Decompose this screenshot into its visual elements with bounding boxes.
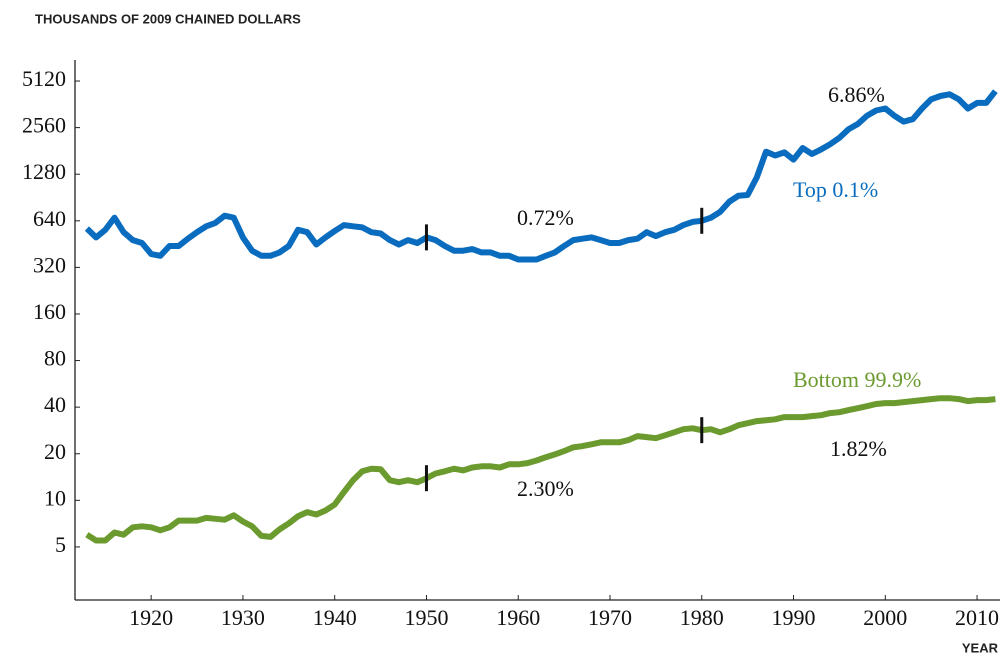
y-tick-label: 10 [44,485,66,510]
x-tick-label: 1960 [496,605,540,630]
x-axis-label: YEAR [962,640,999,655]
y-tick-label: 1280 [22,159,66,184]
series-line [85,395,996,544]
x-tick-label: 1920 [129,605,173,630]
x-tick-label: 2010 [955,605,999,630]
x-tick-label: 1980 [680,605,724,630]
annotation: 1.82% [830,436,887,461]
y-tick-label: 80 [44,346,66,371]
y-tick-label: 160 [33,299,66,324]
x-tick-label: 2000 [863,605,907,630]
x-tick-label: 1970 [588,605,632,630]
y-tick-label: 320 [33,252,66,277]
y-tick-label: 40 [44,392,66,417]
annotation: 2.30% [517,476,574,501]
annotation: 0.72% [517,205,574,230]
y-axis-label: THOUSANDS OF 2009 CHAINED DOLLARS [35,11,301,26]
y-tick-label: 640 [33,206,66,231]
series-line [84,89,998,263]
series-label: Top 0.1% [793,177,878,202]
series-label: Bottom 99.9% [793,367,921,392]
y-tick-label: 5120 [22,66,66,91]
annotation: 6.86% [828,82,885,107]
x-tick-label: 1940 [313,605,357,630]
x-tick-label: 1990 [772,605,816,630]
y-tick-label: 2560 [22,113,66,138]
x-tick-label: 1930 [221,605,265,630]
y-tick-label: 20 [44,439,66,464]
x-tick-label: 1950 [404,605,448,630]
y-tick-label: 5 [55,532,66,557]
